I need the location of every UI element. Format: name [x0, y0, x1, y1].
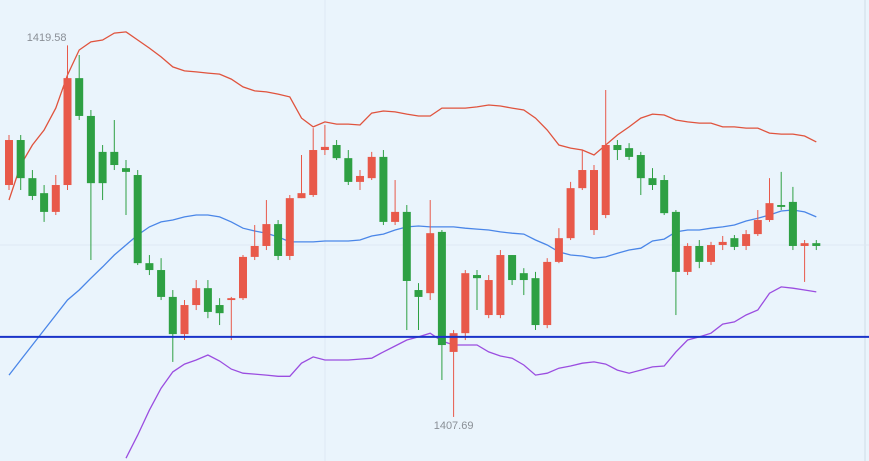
- candle-body: [753, 220, 762, 235]
- candle-body: [543, 261, 552, 326]
- candle-body: [227, 298, 236, 301]
- candle-body: [203, 288, 212, 312]
- candle-body: [590, 170, 598, 231]
- candle-body: [133, 175, 142, 264]
- candle-body: [356, 175, 364, 182]
- candle-body: [297, 193, 306, 199]
- candle-body: [309, 150, 318, 196]
- candle-body: [648, 178, 657, 186]
- candle-body: [262, 224, 271, 246]
- candle-body: [484, 280, 493, 316]
- candle-body: [683, 245, 692, 272]
- candle-body: [473, 275, 481, 279]
- candle-body: [531, 278, 540, 326]
- candle-body: [777, 205, 786, 207]
- candle-body: [613, 145, 622, 151]
- candle-body: [765, 203, 774, 221]
- candle-body: [671, 211, 680, 272]
- candle-body: [5, 140, 13, 186]
- candle-body: [402, 211, 411, 281]
- candle-body: [707, 245, 715, 262]
- candle-body: [625, 148, 634, 157]
- candle-body: [16, 140, 25, 179]
- high-label: 1419.58: [27, 32, 67, 44]
- candle-body: [168, 296, 177, 335]
- candle-body: [75, 78, 84, 116]
- candle-body: [98, 151, 107, 184]
- candle-body: [519, 273, 528, 281]
- low-label: 1407.69: [434, 420, 474, 432]
- candle-body: [367, 156, 376, 179]
- band-line: [8, 31, 817, 201]
- candle-body: [51, 185, 60, 212]
- candle-body: [122, 168, 130, 172]
- band-line: [8, 209, 817, 376]
- candle-body: [800, 243, 809, 246]
- candle-body: [379, 156, 388, 222]
- candle-body: [742, 234, 751, 246]
- candle-body: [320, 146, 329, 151]
- candle-body: [660, 180, 669, 214]
- candle-body: [344, 158, 353, 182]
- candle-body: [554, 238, 563, 262]
- candle-body: [239, 256, 247, 299]
- band-line: [125, 286, 817, 459]
- candle-body: [180, 305, 189, 335]
- candle-body: [812, 243, 821, 246]
- candle-body: [391, 211, 400, 222]
- candle-body: [636, 155, 645, 179]
- candle-body: [86, 115, 95, 184]
- candle-body: [601, 145, 610, 216]
- candle-body: [449, 333, 458, 352]
- candle-body: [332, 145, 341, 159]
- candle-body: [788, 201, 797, 246]
- candle-body: [40, 193, 49, 212]
- candle-body: [461, 273, 470, 334]
- candle-body: [426, 233, 435, 294]
- candle-body: [730, 238, 739, 247]
- candle-body: [414, 290, 423, 297]
- candle-body: [508, 255, 517, 281]
- candle-body: [496, 255, 505, 316]
- candle-body: [28, 178, 37, 196]
- candle-body: [157, 270, 166, 297]
- candle-body: [110, 151, 119, 166]
- candle-body: [192, 288, 201, 306]
- candle-body: [274, 224, 283, 256]
- candle-body: [718, 241, 727, 246]
- candle-body: [145, 263, 154, 271]
- candle-body: [437, 231, 446, 346]
- candle-body: [566, 188, 575, 239]
- candle-body: [250, 245, 259, 257]
- candle-body: [578, 170, 587, 189]
- candle-body: [63, 78, 72, 186]
- candle-body: [285, 198, 294, 256]
- candle-body: [215, 305, 224, 314]
- candle-body: [695, 245, 704, 262]
